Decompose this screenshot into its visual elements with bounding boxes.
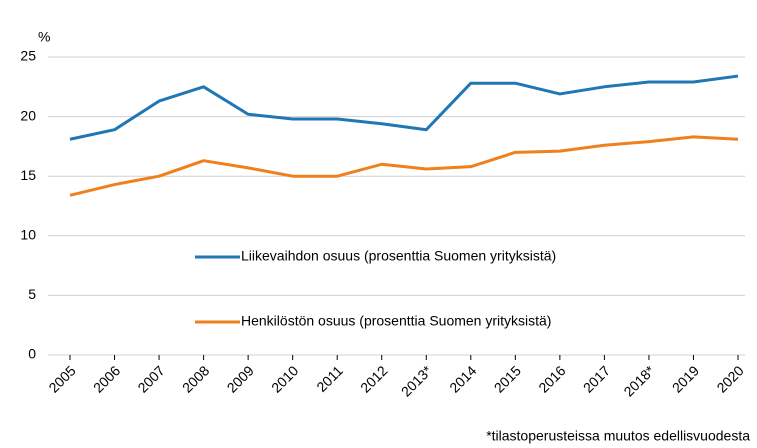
legend-label: Henkilöstön osuus (prosenttia Suomen yri… — [241, 313, 551, 329]
x-tick-label: 2006 — [90, 362, 123, 395]
x-tick-label: 2005 — [45, 362, 78, 395]
y-tick-label: 20 — [20, 107, 36, 123]
x-tick-label: 2016 — [535, 362, 568, 395]
x-tick-label: 2010 — [268, 362, 301, 395]
x-tick-label: 2014 — [446, 362, 479, 395]
y-axis-label: % — [38, 29, 50, 45]
series-line — [69, 135, 739, 197]
x-tick-label: 2019 — [669, 362, 702, 395]
x-tick-label: 2020 — [713, 362, 746, 395]
x-tick-label: 2008 — [179, 362, 212, 395]
y-tick-label: 0 — [28, 346, 36, 362]
footnote: *tilastoperusteissa muutos edellisvuodes… — [486, 428, 750, 444]
y-tick-label: 25 — [20, 48, 36, 64]
y-tick-label: 5 — [28, 286, 36, 302]
x-tick-label: 2017 — [580, 362, 613, 395]
y-tick-label: 15 — [20, 167, 36, 183]
x-tick-label: 2007 — [134, 362, 167, 395]
x-tick-label: 2018* — [620, 362, 658, 400]
x-tick-label: 2013* — [398, 362, 436, 400]
x-tick-label: 2015 — [491, 362, 524, 395]
x-tick-label: 2011 — [313, 362, 346, 395]
legend-label: Liikevaihdon osuus (prosenttia Suomen yr… — [241, 248, 556, 264]
x-tick-label: 2012 — [357, 362, 390, 395]
series-line — [69, 74, 739, 141]
x-tick-label: 2009 — [224, 362, 257, 395]
y-tick-label: 10 — [20, 227, 36, 243]
